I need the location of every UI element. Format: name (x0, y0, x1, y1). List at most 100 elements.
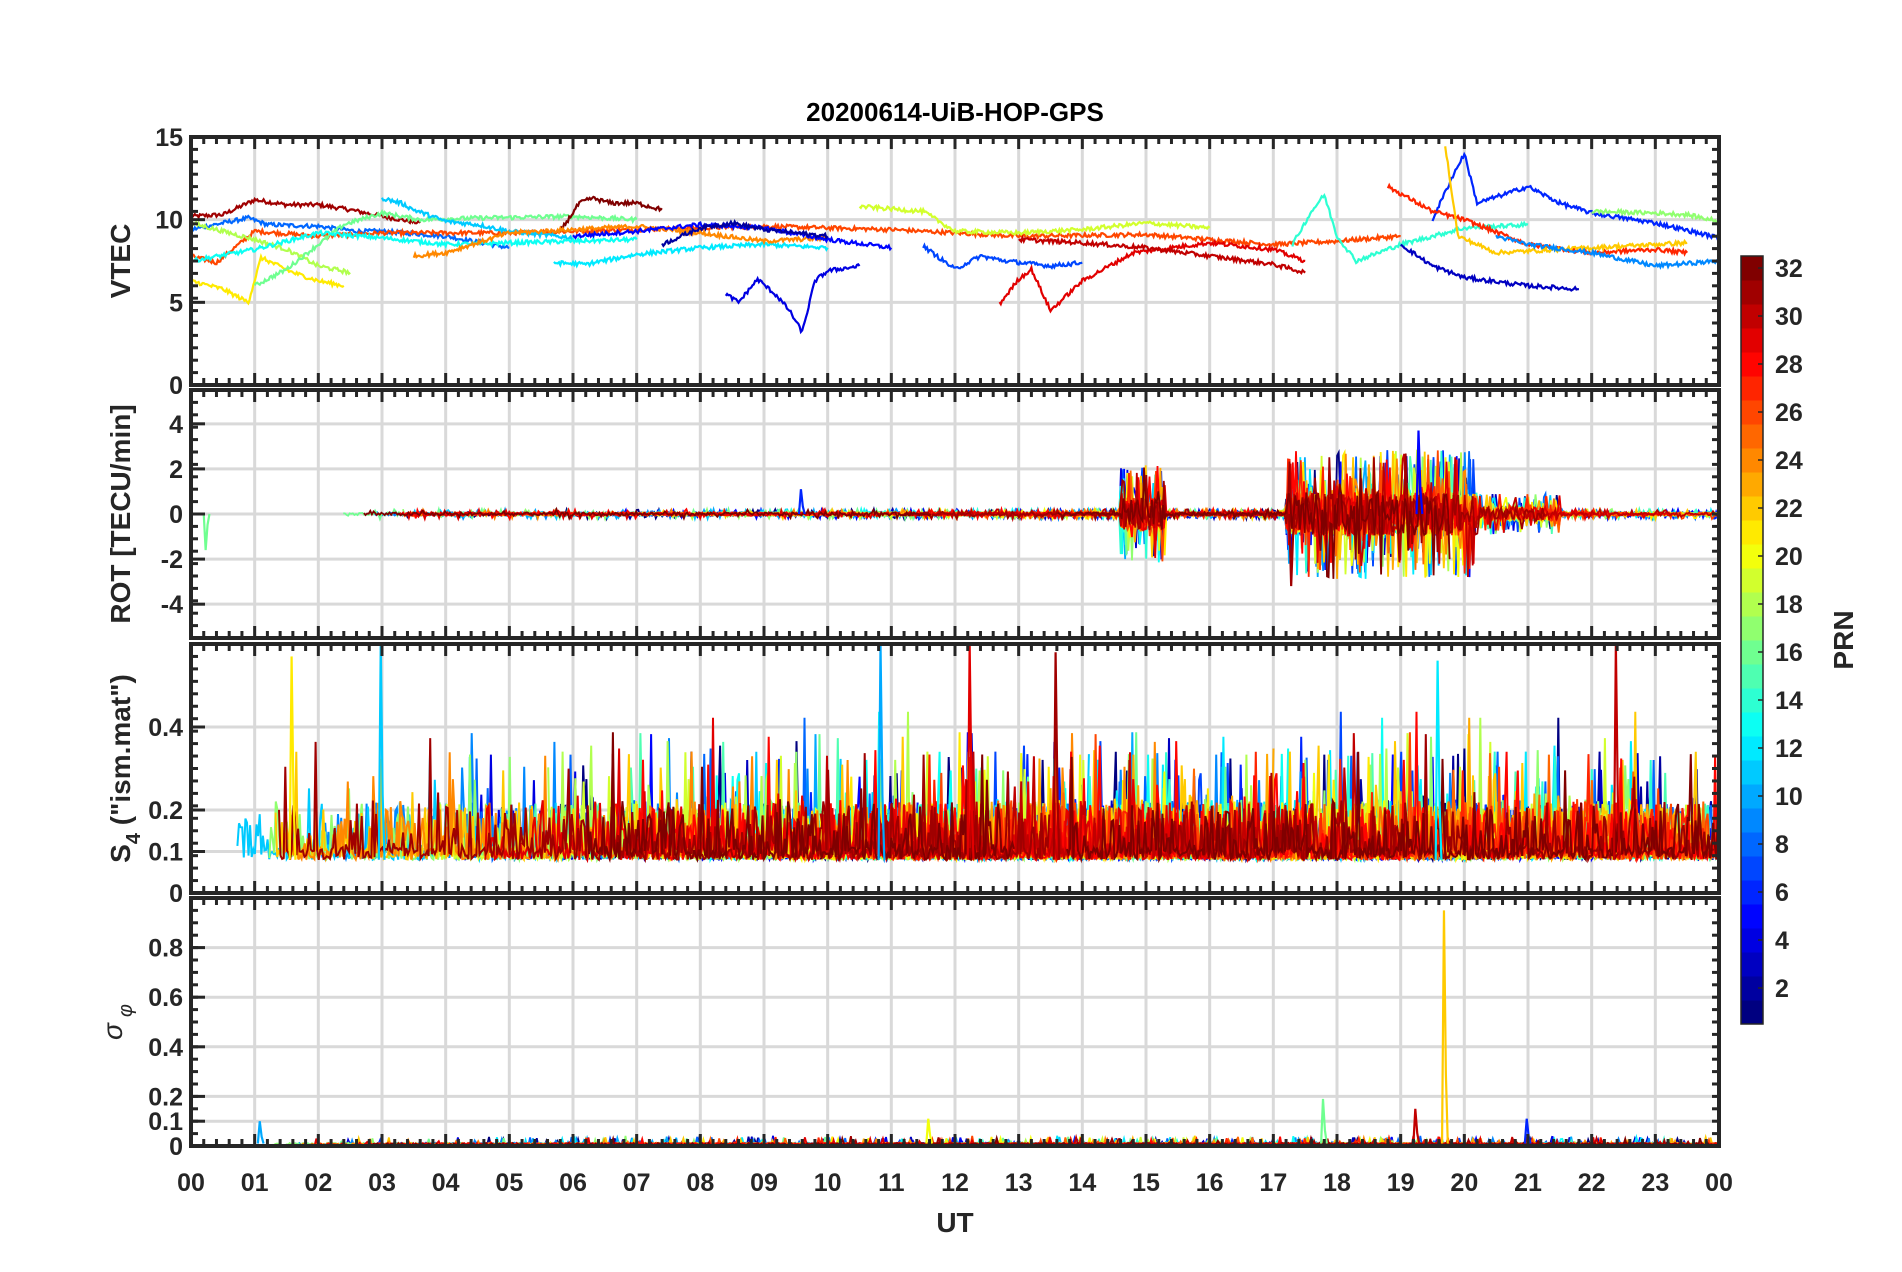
colorbar-tick-label: 8 (1775, 831, 1789, 859)
colorbar-tick-label: 14 (1775, 687, 1803, 715)
y-tick-label: 0.2 (148, 1083, 183, 1111)
peak-prn-22 (1440, 910, 1449, 1144)
y-tick-label: 0 (169, 1133, 183, 1161)
x-tick-label: 01 (241, 1169, 269, 1197)
peak-prn-31 (1288, 513, 1297, 587)
peak-prn-16 (202, 513, 211, 551)
x-tick-label: 04 (432, 1169, 460, 1197)
series-line-prn-31 (278, 738, 1051, 864)
y-label-main: σ (97, 1022, 128, 1040)
y-tick-label: 15 (155, 124, 183, 152)
colorbar-swatch-prn-20 (1741, 544, 1763, 569)
x-tick-label: 02 (304, 1169, 332, 1197)
colorbar-swatch-prn-17 (1741, 616, 1763, 641)
series-line-prn-3 (1400, 243, 1579, 292)
series-line-prn-9 (1495, 234, 1719, 270)
colorbar-tick-label: 12 (1775, 735, 1803, 763)
peak-prn-30 (1412, 1108, 1421, 1144)
series-line-prn-19 (858, 203, 1211, 237)
colorbar-label: PRN (1828, 610, 1859, 669)
series-group (256, 910, 1719, 1146)
colorbar-swatch-prn-13 (1741, 712, 1763, 737)
y-axis-label: σφ (97, 1004, 137, 1040)
y-tick-label: 2 (169, 456, 183, 484)
series-line-prn-32 (1065, 751, 1719, 864)
colorbar-swatch-prn-4 (1741, 928, 1763, 953)
series-line-prn-32 (1057, 467, 1451, 579)
colorbar-tick-label: 32 (1775, 255, 1803, 283)
y-tick-label: 0.1 (148, 1108, 183, 1136)
y-tick-label: 0.6 (148, 984, 183, 1012)
y-label-main: S (105, 844, 136, 863)
x-axis-label: UT (936, 1207, 973, 1238)
x-tick-label: 09 (750, 1169, 778, 1197)
series-line-prn-6 (1431, 151, 1719, 242)
colorbar-swatch-prn-18 (1741, 592, 1763, 617)
x-tick-label: 07 (623, 1169, 651, 1197)
x-tick-label: 10 (814, 1169, 842, 1197)
colorbar-tick-label: 22 (1775, 495, 1803, 523)
x-tick-label: 15 (1132, 1169, 1160, 1197)
x-tick-label: 12 (941, 1169, 969, 1197)
x-tick-label: 08 (686, 1169, 714, 1197)
colorbar-swatch-prn-5 (1741, 904, 1763, 929)
colorbar-frame (1740, 255, 1764, 1025)
x-tick-label: 21 (1514, 1169, 1542, 1197)
colorbar-swatch-prn-10 (1741, 784, 1763, 809)
x-tick-label: 16 (1196, 1169, 1224, 1197)
colorbar-swatch-prn-31 (1741, 280, 1763, 305)
y-tick-label: 0.2 (148, 797, 183, 825)
colorbar-swatch-prn-26 (1741, 400, 1763, 425)
series-line-prn-17 (1591, 207, 1719, 225)
colorbar-swatch-prn-14 (1741, 688, 1763, 713)
peak-prn-10 (877, 644, 886, 860)
peak-prn-30 (1612, 644, 1621, 860)
series-line-prn-13 (191, 228, 638, 263)
y-label-rest: ("ism.mat") (105, 674, 136, 833)
colorbar-swatch-prn-6 (1741, 880, 1763, 905)
series-line-prn-31 (191, 196, 422, 225)
x-tick-label: 05 (495, 1169, 523, 1197)
x-tick-label: 14 (1068, 1169, 1096, 1197)
colorbar-swatch-prn-7 (1741, 856, 1763, 881)
series-line-prn-30 (1018, 234, 1306, 276)
colorbar-swatch-prn-9 (1741, 808, 1763, 833)
peak-prn-21 (288, 656, 297, 860)
y-label-subscript: 4 (123, 832, 145, 844)
colorbar-tick-label: 16 (1775, 639, 1803, 667)
x-tick-label: 22 (1578, 1169, 1606, 1197)
colorbar-swatch-prn-12 (1741, 736, 1763, 761)
x-tick-label: 06 (559, 1169, 587, 1197)
series-group (236, 644, 1719, 864)
colorbar-swatch-prn-23 (1741, 472, 1763, 497)
series-line-prn-29 (998, 238, 1306, 314)
series-group (191, 146, 1719, 335)
y-tick-label: 4 (169, 411, 183, 439)
peak-prn-29 (966, 644, 975, 860)
colorbar-tick-label: 26 (1775, 399, 1803, 427)
series-line-prn-21 (191, 252, 345, 306)
colorbar-swatch-prn-32 (1741, 256, 1763, 281)
x-tick-label: 23 (1641, 1169, 1669, 1197)
colorbar-tick-label: 20 (1775, 543, 1803, 571)
colorbar-swatch-prn-8 (1741, 832, 1763, 857)
series-line-prn-12 (553, 241, 829, 269)
peak-prn-11 (377, 644, 386, 860)
peak-prn-12 (1434, 660, 1443, 860)
colorbar-swatch-prn-11 (1741, 760, 1763, 785)
x-tick-label: 20 (1450, 1169, 1478, 1197)
series-line-prn-8 (191, 214, 510, 250)
peak-prn-5 (1415, 430, 1424, 515)
peak-prn-10 (256, 1121, 265, 1144)
series-line-prn-2 (661, 218, 829, 248)
colorbar-tick-label: 2 (1775, 975, 1789, 1003)
x-tick-label: 13 (1005, 1169, 1033, 1197)
colorbar-swatch-prn-30 (1741, 304, 1763, 329)
series-line-prn-4 (724, 262, 861, 335)
x-tick-label: 11 (878, 1169, 905, 1197)
y-axis-label: S4 ("ism.mat") (105, 674, 145, 863)
chart-title: 20200614-UiB-HOP-GPS (806, 97, 1104, 127)
